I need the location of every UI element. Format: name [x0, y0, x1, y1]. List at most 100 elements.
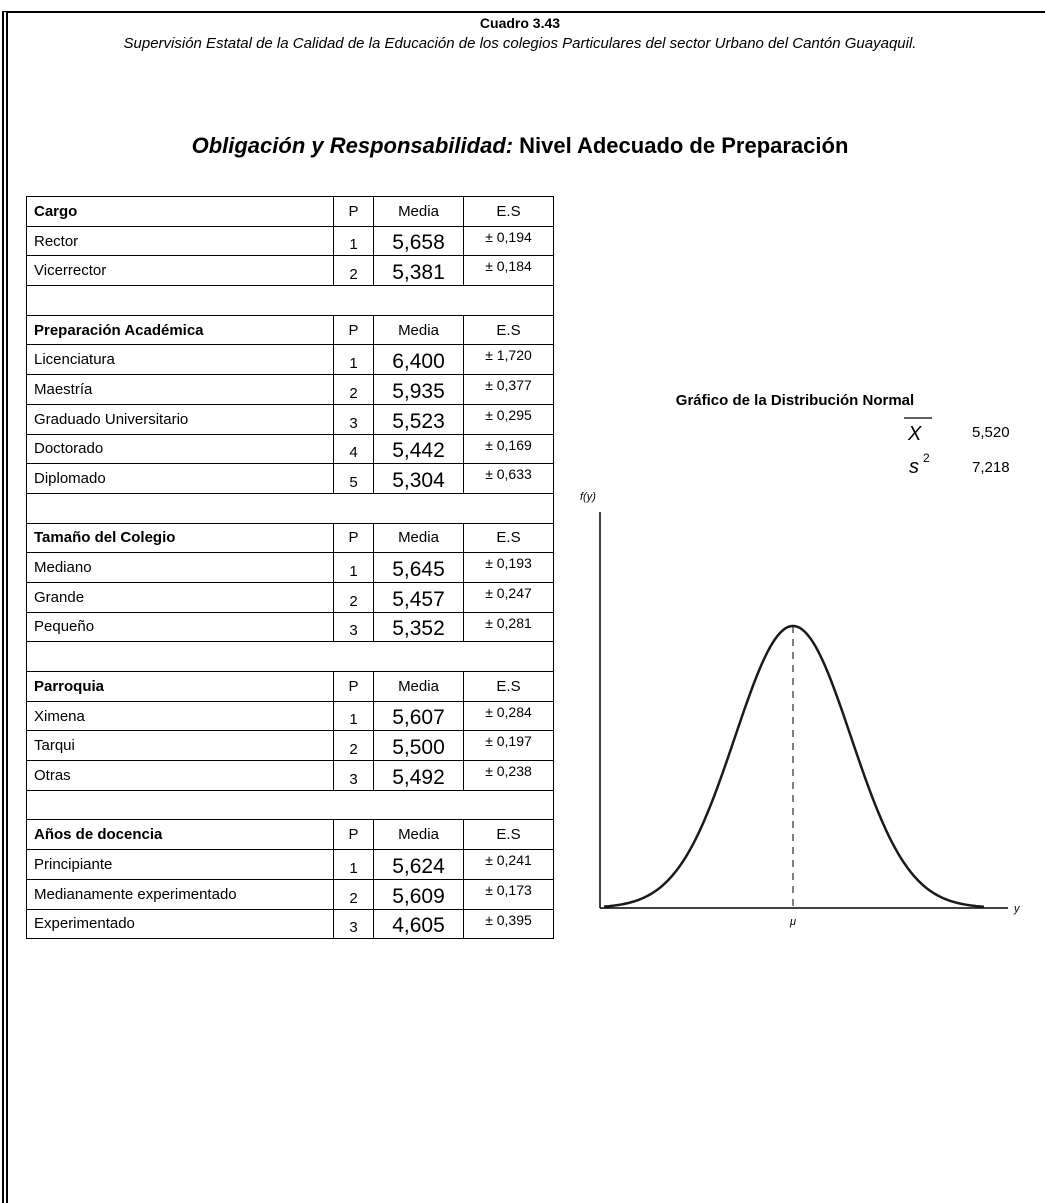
header-cell: E.S [463, 314, 554, 346]
cell: 5,624 [373, 849, 464, 880]
header-cell: E.S [463, 671, 554, 702]
cell: ± 0,197 [463, 730, 554, 762]
row: Otras 3 5,492 ± 0,238 [26, 760, 554, 791]
blank-row [26, 789, 554, 821]
cell: 5,607 [373, 700, 464, 732]
header-cell: Media [373, 671, 464, 702]
cell: Rector [26, 225, 334, 257]
header-cell: Tamaño del Colegio [26, 522, 334, 554]
blank-cell [26, 641, 554, 672]
blank-row [26, 285, 554, 316]
title-italic: Obligación y Responsabilidad: [191, 133, 514, 158]
table-label: Cuadro 3.43 [479, 15, 561, 31]
cell: 5,492 [373, 760, 464, 791]
cell: ± 0,194 [463, 225, 554, 257]
blank-cell [26, 789, 554, 821]
row: Doctorado 4 5,442 ± 0,169 [26, 433, 554, 465]
row: Pequeño 3 5,352 ± 0,281 [26, 611, 554, 643]
cell: ± 0,247 [463, 581, 554, 613]
header-row: Años de docencia P Media E.S [26, 819, 554, 851]
cell: 6,400 [373, 344, 464, 376]
frame [2, 11, 1045, 1203]
cell: 5,381 [373, 255, 464, 287]
cell: 2 [333, 255, 374, 287]
row: Graduado Universitario 3 5,523 ± 0,295 [26, 403, 554, 435]
cell: ± 0,184 [463, 255, 554, 287]
cell: Pequeño [26, 611, 334, 643]
header-row: Preparación Académica P Media E.S [26, 314, 554, 346]
row: Ximena 1 5,607 ± 0,284 [26, 700, 554, 732]
cell: ± 0,395 [463, 908, 554, 940]
cell: 5,442 [373, 433, 464, 465]
cell: ± 0,281 [463, 611, 554, 643]
graph-title: Gráfico de la Distribución Normal [676, 392, 914, 409]
blank-row [26, 641, 554, 672]
cell: ± 0,238 [463, 760, 554, 791]
cell: Licenciatura [26, 344, 334, 376]
cell: 5,609 [373, 878, 464, 910]
cell: Experimentado [26, 908, 334, 940]
header-cell: Media [373, 196, 464, 227]
cell: Tarqui [26, 730, 334, 762]
cell: ± 0,241 [463, 849, 554, 880]
cell: 1 [333, 552, 374, 583]
row: Principiante 1 5,624 ± 0,241 [26, 849, 554, 880]
stat-symbol: X [907, 423, 922, 445]
header-cell: P [333, 671, 374, 702]
stat-value: 5,520 [972, 424, 1010, 441]
bell-curve [603, 624, 985, 909]
row: Experimentado 3 4,605 ± 0,395 [26, 908, 554, 940]
row: Grande 2 5,457 ± 0,247 [26, 581, 554, 613]
cell: 1 [333, 849, 374, 880]
stat-symbol: s [909, 456, 919, 478]
cell: Principiante [26, 849, 334, 880]
row: Medianamente experimentado 2 5,609 ± 0,173 [26, 878, 554, 910]
header-cell: E.S [463, 196, 554, 227]
title-rest: Nivel Adecuado de Preparación [519, 133, 849, 158]
cell: Otras [26, 760, 334, 791]
row: Rector 1 5,658 ± 0,194 [26, 225, 554, 257]
x-axis-label: y [1013, 903, 1021, 915]
cell: 3 [333, 403, 374, 435]
cell: Maestría [26, 374, 334, 405]
header-cell: Media [373, 522, 464, 554]
cell: Diplomado [26, 463, 334, 494]
cell: 5,658 [373, 225, 464, 257]
cell: Doctorado [26, 433, 334, 465]
stat-value: 7,218 [972, 459, 1010, 476]
cell: ± 0,193 [463, 552, 554, 583]
cell: 1 [333, 700, 374, 732]
cell: Grande [26, 581, 334, 613]
blank-row [26, 492, 554, 524]
mu-label: μ [789, 916, 796, 928]
blank-cell [26, 492, 554, 524]
cell: 5,500 [373, 730, 464, 762]
subtitle: Supervisión Estatal de la Calidad de la … [123, 35, 917, 52]
cell: Medianamente experimentado [26, 878, 334, 910]
y-axis-label: f(y) [580, 491, 596, 503]
table: Cargo P Media E.S Rector 1 5,658 ± 0,194 Vicerre… [26, 196, 554, 940]
header-cell: Media [373, 314, 464, 346]
cell: ± 0,173 [463, 878, 554, 910]
blank-cell [26, 285, 554, 316]
cell: 4,605 [373, 908, 464, 940]
row: Maestría 2 5,935 ± 0,377 [26, 374, 554, 405]
cell: 5,457 [373, 581, 464, 613]
cell: ± 0,295 [463, 403, 554, 435]
header-row: Cargo P Media E.S [26, 196, 554, 227]
cell: Ximena [26, 700, 334, 732]
header-cell: E.S [463, 819, 554, 851]
row: Vicerrector 2 5,381 ± 0,184 [26, 255, 554, 287]
cell: 3 [333, 760, 374, 791]
row: Licenciatura 1 6,400 ± 1,720 [26, 344, 554, 376]
cell: 2 [333, 581, 374, 613]
cell: Graduado Universitario [26, 403, 334, 435]
header-cell: Cargo [26, 196, 334, 227]
title: Obligación y Responsabilidad: Nivel Adecu… [40, 133, 1000, 159]
header-cell: E.S [463, 522, 554, 554]
cell: 5,935 [373, 374, 464, 405]
header-cell: Años de docencia [26, 819, 334, 851]
cell: 3 [333, 611, 374, 643]
header-row: Parroquia P Media E.S [26, 671, 554, 702]
